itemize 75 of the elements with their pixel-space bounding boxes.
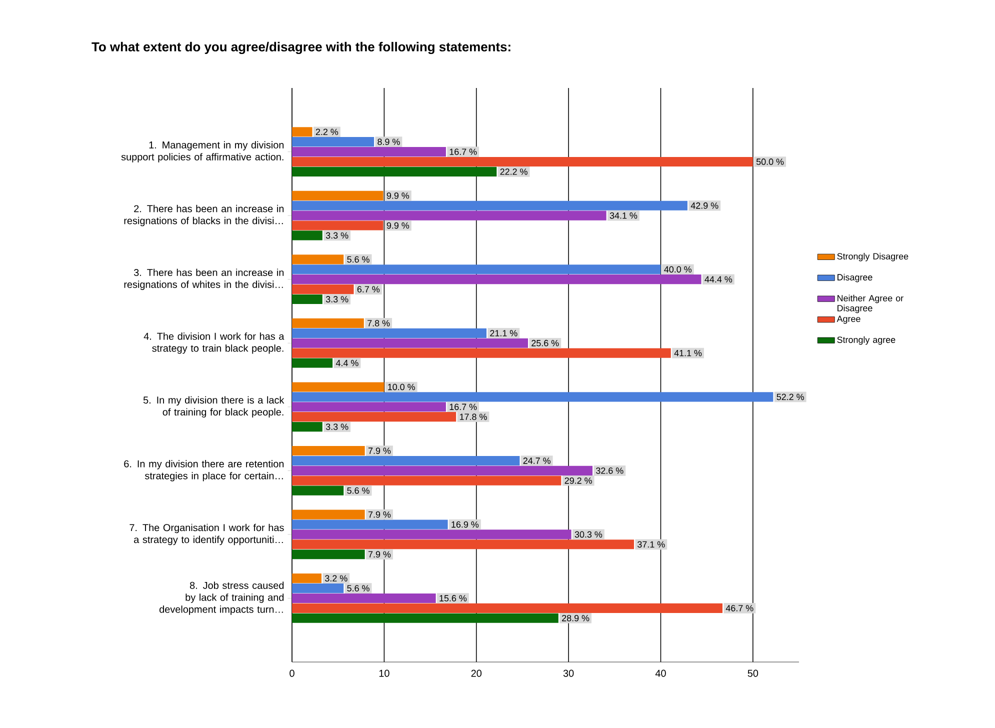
data-label: 16.7 % — [450, 404, 477, 410]
data-label: 42.9 % — [690, 202, 718, 209]
y-tick-label: 6. In my division there are retention strategies in place for certain… — [124, 460, 284, 482]
data-label: 3.3 % — [326, 424, 348, 430]
bar — [292, 264, 661, 274]
x-tick-label: 30 — [563, 670, 574, 677]
data-label: 16.9 % — [452, 521, 479, 528]
data-label: 3.2 % — [325, 575, 348, 582]
data-label: 17.8 % — [460, 414, 487, 420]
bar — [292, 200, 688, 210]
data-label: 7.9 % — [368, 511, 391, 518]
x-tick-label: 50 — [748, 670, 758, 677]
y-tick-label: 7. The Organisation I work for has a strategy to identify opportuniti… — [130, 524, 284, 546]
data-label: 2.2 % — [316, 128, 338, 136]
y-tick-label: 3. There has been an increase in resignations of whites in the divisi… — [124, 268, 284, 290]
bar — [292, 530, 572, 540]
y-tick-label: 4. The division I work for has a strategy to train black people. — [144, 332, 284, 354]
data-label: 32.6 % — [596, 467, 624, 474]
data-label: 22.2 % — [500, 168, 528, 175]
bar — [292, 230, 322, 240]
data-label: 5.6 % — [347, 585, 370, 592]
bar — [292, 446, 365, 456]
data-label: 9.9 % — [386, 192, 410, 199]
x-tick-label: 0 — [290, 670, 294, 677]
data-label: 28.9 % — [562, 614, 590, 622]
data-label: 44.4 % — [704, 276, 732, 282]
data-label: 4.4 % — [336, 360, 358, 366]
data-label: 16.7 % — [450, 148, 477, 155]
data-label: 46.7 % — [726, 605, 754, 612]
legend-label: Disagree — [838, 274, 872, 282]
data-label: 8.9 % — [378, 138, 400, 146]
data-label: 30.3 % — [574, 531, 602, 538]
data-label: 25.6 % — [532, 340, 559, 346]
legend-label: Agree — [836, 316, 860, 324]
data-label: 9.9 % — [386, 222, 410, 229]
bar — [292, 422, 322, 432]
data-label: 6.7 % — [357, 286, 380, 292]
x-tick-label: 20 — [471, 670, 482, 677]
data-label: 3.3 % — [326, 296, 348, 302]
data-label: 34.1 % — [610, 212, 638, 219]
data-label: 7.9 % — [368, 448, 391, 454]
data-label: 7.8 % — [368, 320, 390, 326]
bar — [292, 210, 606, 220]
x-tick-label: 40 — [655, 670, 666, 677]
data-label: 29.2 % — [564, 477, 592, 484]
y-tick-label: 2. There has been an increase in resignations of blacks in the divisi… — [124, 204, 284, 226]
bar — [292, 510, 365, 520]
data-label: 10.0 % — [388, 384, 415, 390]
y-tick-label: 1. Management in my division support policies of affirmative action. — [121, 141, 284, 162]
data-label: 37.1 % — [638, 541, 665, 548]
bar — [292, 294, 322, 304]
legend-label: Strongly agree — [837, 336, 896, 345]
data-label: 15.6 % — [440, 595, 467, 602]
legend-label: Neither Agree or Disagree — [838, 294, 904, 314]
legend-label: Strongly Disagree — [837, 252, 908, 262]
data-label: 21.1 % — [490, 330, 518, 336]
data-label: 41.1 % — [674, 350, 702, 356]
data-label: 24.7 % — [523, 458, 550, 464]
data-label: 50.0 % — [756, 158, 784, 165]
bar — [292, 284, 354, 294]
chart-title: To what extent do you agree/disagree with the following statements: — [92, 42, 510, 54]
bar — [292, 348, 671, 358]
data-label: 40.0 % — [664, 266, 692, 273]
data-label: 52.2 % — [776, 394, 804, 400]
y-tick-label: 8. Job stress caused by lack of training and development impacts turn… — [160, 582, 284, 615]
bar — [292, 274, 702, 284]
y-tick-label: 5. In my division there is a lack of training for black people. — [143, 396, 284, 418]
data-label: 7.9 % — [368, 551, 391, 558]
x-tick-label: 10 — [379, 670, 390, 677]
bar — [292, 156, 753, 167]
bar — [292, 127, 312, 137]
data-label: 5.6 % — [347, 487, 370, 494]
bar — [292, 550, 365, 560]
data-label: 5.6 % — [347, 256, 370, 263]
data-label: 3.3 % — [326, 232, 348, 239]
